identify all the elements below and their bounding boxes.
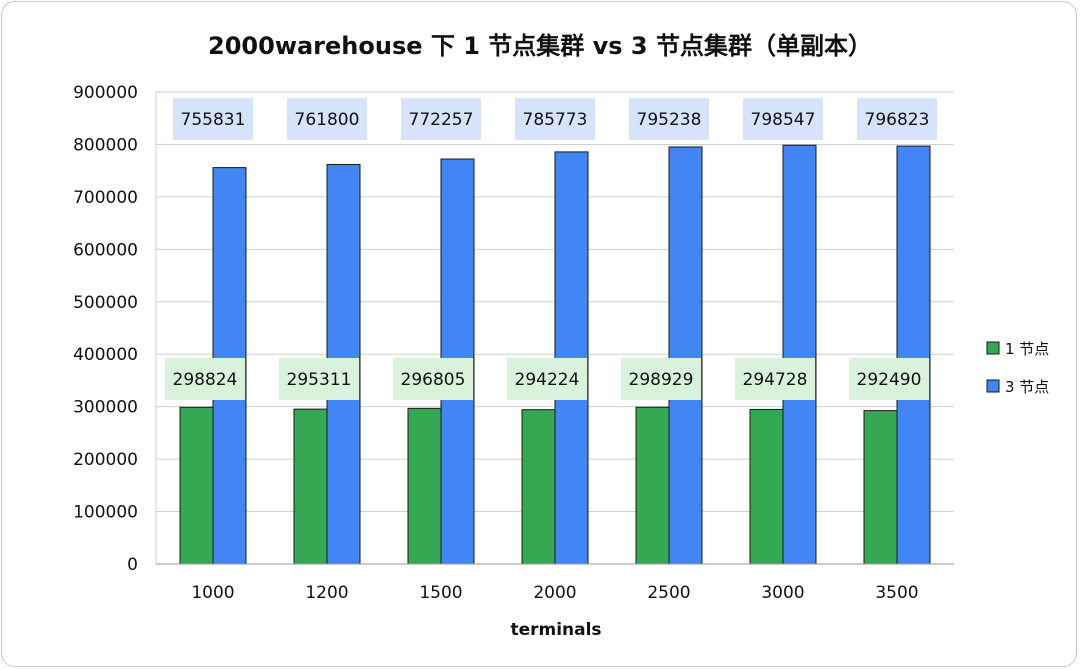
x-axis-title: terminals [510,620,601,640]
bar-1-node [749,408,784,565]
data-label: 298929 [629,370,694,390]
legend-label: 1 节点 [1005,340,1049,358]
data-label: 296805 [401,370,466,390]
bar-1-node [635,406,670,565]
data-label: 785773 [523,110,588,130]
y-tick-label: 100000 [73,503,138,523]
data-labels: 298824 755831 295311 761800 296805 772257 2942… [165,98,937,400]
y-tick-label: 700000 [73,188,138,208]
x-tick-label: 3500 [875,583,918,603]
x-axis-ticks: 1000 1200 1500 2000 2500 3000 3500 [191,583,918,603]
bar-1-node [863,410,898,565]
data-label: 798547 [751,110,816,130]
data-label-bg [287,98,367,140]
data-label-bg [401,98,481,140]
bar-3-node [668,146,703,565]
x-tick-label: 1500 [419,583,462,603]
y-tick-label: 300000 [73,398,138,418]
bar-1-node [407,407,442,565]
data-label: 295311 [287,370,352,390]
bar-3-node [782,144,817,565]
data-label-bg [849,358,929,400]
data-label: 292490 [857,370,922,390]
data-label-bg [279,358,359,400]
data-label: 294728 [743,370,808,390]
legend-label: 3 节点 [1005,378,1049,396]
data-label-bg [629,98,709,140]
bar-3-node [554,151,589,565]
x-tick-label: 1000 [191,583,234,603]
legend-swatch-1-node [986,341,1000,355]
data-label-bg [507,358,587,400]
y-tick-label: 800000 [73,135,138,155]
data-label-bg [857,98,937,140]
data-label: 298824 [173,370,238,390]
legend: 1 节点 3 节点 [986,340,1049,396]
data-label: 294224 [515,370,580,390]
data-label: 795238 [637,110,702,130]
data-label-bg [515,98,595,140]
data-label: 755831 [181,110,246,130]
data-label-bg [173,98,253,140]
y-tick-label: 600000 [73,240,138,260]
chart-title: 2000warehouse 下 1 节点集群 vs 3 节点集群（单副本） [208,32,872,60]
y-tick-label: 500000 [73,293,138,313]
bar-1-node [179,406,214,565]
bar-3-node [896,145,931,565]
data-label: 772257 [409,110,474,130]
y-tick-label: 900000 [73,83,138,103]
data-label-bg [393,358,473,400]
x-tick-label: 1200 [305,583,348,603]
y-tick-label: 400000 [73,345,138,365]
y-axis-ticks: 0 100000 200000 300000 400000 500000 600000 700… [73,83,138,575]
y-tick-label: 200000 [73,450,138,470]
data-label-bg [735,358,815,400]
data-label-bg [165,358,245,400]
data-label: 796823 [865,110,930,130]
bar-1-node [293,408,328,565]
bar-1-node [521,409,556,565]
data-label: 761800 [295,110,360,130]
x-tick-label: 3000 [761,583,804,603]
data-label-bg [743,98,823,140]
data-label-bg [621,358,701,400]
y-tick-label: 0 [127,555,138,575]
x-tick-label: 2500 [647,583,690,603]
legend-swatch-3-node [986,379,1000,393]
x-tick-label: 2000 [533,583,576,603]
